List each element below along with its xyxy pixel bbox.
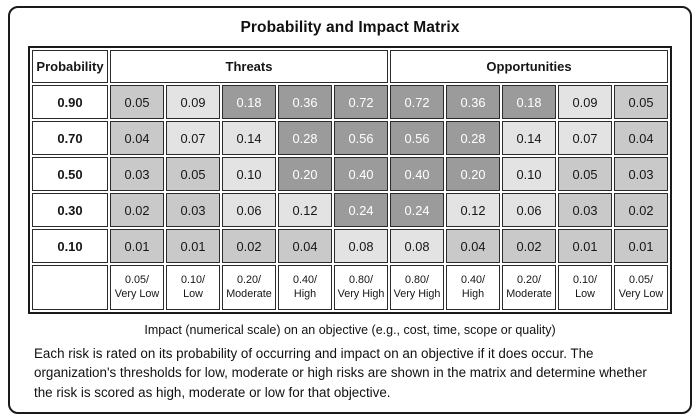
risk-score-cell: 0.07 [166, 121, 220, 155]
risk-score-cell: 0.05 [614, 85, 668, 119]
risk-score-cell: 0.09 [558, 85, 612, 119]
risk-score-cell: 0.24 [334, 193, 388, 227]
risk-score-cell: 0.18 [222, 85, 276, 119]
risk-score-cell: 0.20 [278, 157, 332, 191]
risk-score-cell: 0.03 [110, 157, 164, 191]
risk-score-cell: 0.14 [222, 121, 276, 155]
risk-score-cell: 0.28 [278, 121, 332, 155]
threats-column-header: Threats [110, 50, 388, 83]
risk-score-cell: 0.01 [166, 229, 220, 263]
impact-scale-row: 0.05/Very Low 0.10/Low 0.20/Moderate 0.40/H… [32, 265, 668, 310]
risk-score-cell: 0.20 [446, 157, 500, 191]
impact-scale-cell: 0.80/Very High [390, 265, 444, 310]
risk-score-cell: 0.05 [166, 157, 220, 191]
risk-score-cell: 0.06 [222, 193, 276, 227]
risk-score-cell: 0.03 [614, 157, 668, 191]
risk-score-cell: 0.02 [222, 229, 276, 263]
opportunities-column-header: Opportunities [390, 50, 668, 83]
risk-score-cell: 0.03 [558, 193, 612, 227]
matrix-row: 0.10 0.01 0.01 0.02 0.04 0.08 0.08 0.04 0.02 0.01… [32, 229, 668, 263]
risk-score-cell: 0.01 [558, 229, 612, 263]
impact-scale-cell: 0.80/Very High [334, 265, 388, 310]
probability-column-header: Probability [32, 50, 108, 83]
risk-score-cell: 0.56 [334, 121, 388, 155]
risk-score-cell: 0.28 [446, 121, 500, 155]
risk-score-cell: 0.18 [502, 85, 556, 119]
risk-score-cell: 0.72 [390, 85, 444, 119]
risk-score-cell: 0.09 [166, 85, 220, 119]
matrix-row: 0.50 0.03 0.05 0.10 0.20 0.40 0.40 0.20 0.10 0.05… [32, 157, 668, 191]
risk-score-cell: 0.07 [558, 121, 612, 155]
impact-scale-cell: 0.05/Very Low [110, 265, 164, 310]
matrix-header-row: Probability Threats Opportunities [32, 50, 668, 83]
risk-score-cell: 0.03 [166, 193, 220, 227]
risk-score-cell: 0.10 [222, 157, 276, 191]
risk-score-cell: 0.40 [334, 157, 388, 191]
risk-score-cell: 0.01 [614, 229, 668, 263]
impact-scale-cell: 0.05/Very Low [614, 265, 668, 310]
figure-title: Probability and Impact Matrix [240, 19, 460, 36]
matrix-row: 0.90 0.05 0.09 0.18 0.36 0.72 0.72 0.36 0.18 0.09… [32, 85, 668, 119]
impact-scale-cell: 0.20/Moderate [222, 265, 276, 310]
probability-value: 0.10 [32, 229, 108, 263]
risk-score-cell: 0.04 [446, 229, 500, 263]
risk-score-cell: 0.04 [110, 121, 164, 155]
risk-score-cell: 0.05 [558, 157, 612, 191]
risk-score-cell: 0.08 [390, 229, 444, 263]
probability-value: 0.30 [32, 193, 108, 227]
risk-score-cell: 0.04 [614, 121, 668, 155]
figure-description: Each risk is rated on its probability of… [34, 346, 647, 400]
risk-score-cell: 0.36 [446, 85, 500, 119]
impact-scale-cell: 0.10/Low [166, 265, 220, 310]
probability-impact-matrix: Probability Threats Opportunities 0.90 0.… [28, 46, 672, 314]
probability-value: 0.90 [32, 85, 108, 119]
risk-score-cell: 0.06 [502, 193, 556, 227]
impact-scale-cell: 0.10/Low [558, 265, 612, 310]
probability-value: 0.50 [32, 157, 108, 191]
risk-score-cell: 0.02 [110, 193, 164, 227]
risk-score-cell: 0.56 [390, 121, 444, 155]
matrix-row: 0.30 0.02 0.03 0.06 0.12 0.24 0.24 0.12 0.06 0.03… [32, 193, 668, 227]
risk-score-cell: 0.14 [502, 121, 556, 155]
impact-scale-cell: 0.40/High [446, 265, 500, 310]
risk-score-cell: 0.05 [110, 85, 164, 119]
risk-score-cell: 0.12 [446, 193, 500, 227]
risk-score-cell: 0.36 [278, 85, 332, 119]
risk-score-cell: 0.04 [278, 229, 332, 263]
matrix-row: 0.70 0.04 0.07 0.14 0.28 0.56 0.56 0.28 0.14 0.07… [32, 121, 668, 155]
risk-score-cell: 0.10 [502, 157, 556, 191]
impact-axis-caption: Impact (numerical scale) on an objective… [144, 323, 556, 337]
risk-score-cell: 0.24 [390, 193, 444, 227]
figure-frame: Probability and Impact Matrix Probabilit… [8, 6, 692, 414]
risk-score-cell: 0.01 [110, 229, 164, 263]
risk-score-cell: 0.40 [390, 157, 444, 191]
risk-score-cell: 0.08 [334, 229, 388, 263]
risk-score-cell: 0.02 [502, 229, 556, 263]
probability-value: 0.70 [32, 121, 108, 155]
impact-scale-cell: 0.20/Moderate [502, 265, 556, 310]
impact-scale-cell: 0.40/High [278, 265, 332, 310]
risk-score-cell: 0.02 [614, 193, 668, 227]
empty-corner-cell [32, 265, 108, 310]
risk-score-cell: 0.72 [334, 85, 388, 119]
risk-score-cell: 0.12 [278, 193, 332, 227]
